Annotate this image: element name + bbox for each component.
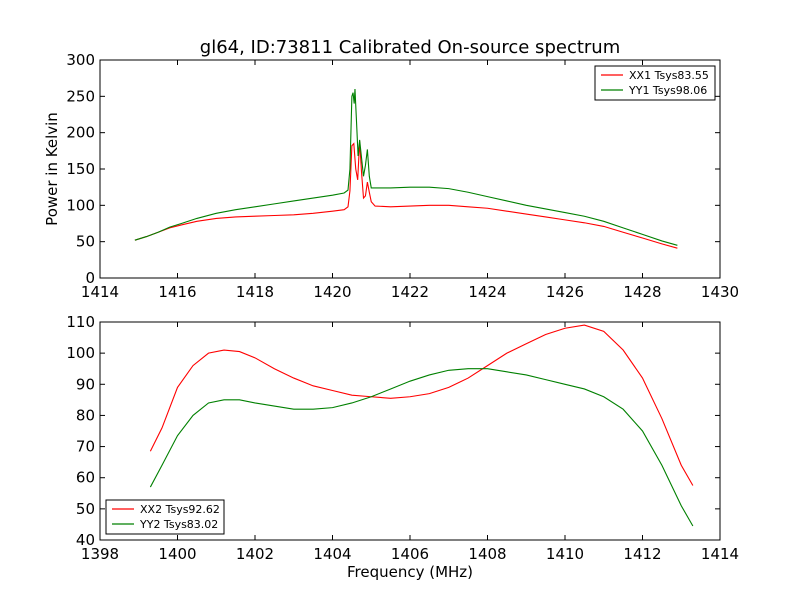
y-tick-label: 100 <box>66 344 95 362</box>
x-tick-label: 1406 <box>391 545 429 563</box>
x-tick-label: 1412 <box>623 545 661 563</box>
y-tick-label: 50 <box>76 233 95 251</box>
x-tick-label: 1430 <box>701 283 739 301</box>
x-tick-label: 1404 <box>313 545 351 563</box>
y-tick-label: 80 <box>76 406 95 424</box>
x-tick-label: 1426 <box>546 283 584 301</box>
y-tick-label: 250 <box>66 87 95 105</box>
x-tick-label: 1418 <box>236 283 274 301</box>
series-line-2 <box>149 368 694 527</box>
chart-title: gl64, ID:73811 Calibrated On-source spec… <box>200 37 620 58</box>
x-axis-label: Frequency (MHz) <box>347 563 473 581</box>
x-tick-label: 1414 <box>81 283 119 301</box>
y-tick-label: 100 <box>66 196 95 214</box>
chart-panel-2: 1398 1400 1402 1404 1406 1408 1410 1412 1414 40 50… <box>66 313 739 581</box>
charts-layer: 1414 1416 1418 1420 1422 1424 1426 1428 14300501… <box>43 51 739 581</box>
legend-label-1: XX2 Tsys92.62 <box>140 503 220 516</box>
legend: XX2 Tsys92.62 YY2 Tsys83.02 <box>105 499 225 535</box>
legend-box <box>594 65 716 101</box>
x-tick-label: 1420 <box>313 283 351 301</box>
x-tick-label: 1424 <box>468 283 506 301</box>
y-tick-label: 150 <box>66 160 95 178</box>
series-line-1 <box>149 324 694 486</box>
x-tick-label: 1414 <box>701 545 739 563</box>
x-tick-label: 1408 <box>468 545 506 563</box>
x-tick-label: 1416 <box>158 283 196 301</box>
y-tick-label: 200 <box>66 124 95 142</box>
legend-box <box>105 499 225 535</box>
legend-label-2: YY2 Tsys83.02 <box>139 518 218 531</box>
legend: XX1 Tsys83.55 YY1 Tsys98.06 <box>594 65 716 101</box>
y-tick-label: 90 <box>76 375 95 393</box>
x-tick-label: 1398 <box>81 545 119 563</box>
y-tick-label: 50 <box>76 500 95 518</box>
x-tick-label: 1400 <box>158 545 196 563</box>
y-axis-label: Power in Kelvin <box>43 112 61 226</box>
y-tick-label: 300 <box>66 51 95 69</box>
y-tick-label: 40 <box>76 531 95 549</box>
y-tick-label: 70 <box>76 438 95 456</box>
y-tick-label: 60 <box>76 469 95 487</box>
y-tick-label: 110 <box>66 313 95 331</box>
series-line-2 <box>134 89 678 246</box>
chart-panel-1: 1414 1416 1418 1420 1422 1424 1426 1428 1430 0 50 1… <box>43 51 739 301</box>
legend-label-1: XX1 Tsys83.55 <box>629 69 709 82</box>
x-tick-label: 1422 <box>391 283 429 301</box>
x-tick-label: 1402 <box>236 545 274 563</box>
x-tick-label: 1428 <box>623 283 661 301</box>
series-line-1 <box>134 141 678 249</box>
y-tick-label: 0 <box>85 269 95 287</box>
x-tick-label: 1410 <box>546 545 584 563</box>
legend-label-2: YY1 Tsys98.06 <box>628 84 707 97</box>
